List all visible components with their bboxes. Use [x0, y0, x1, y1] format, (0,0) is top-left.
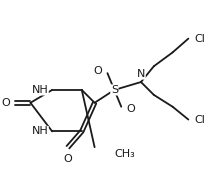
Text: O: O: [64, 154, 72, 164]
Text: O: O: [94, 66, 103, 76]
Text: O: O: [126, 104, 135, 114]
Text: NH: NH: [32, 126, 48, 136]
Text: O: O: [1, 98, 10, 108]
Text: Cl: Cl: [194, 34, 205, 44]
Text: S: S: [111, 85, 118, 95]
Text: CH₃: CH₃: [114, 149, 135, 159]
Text: NH: NH: [32, 85, 48, 95]
Text: N: N: [137, 69, 145, 79]
Text: Cl: Cl: [194, 115, 205, 125]
